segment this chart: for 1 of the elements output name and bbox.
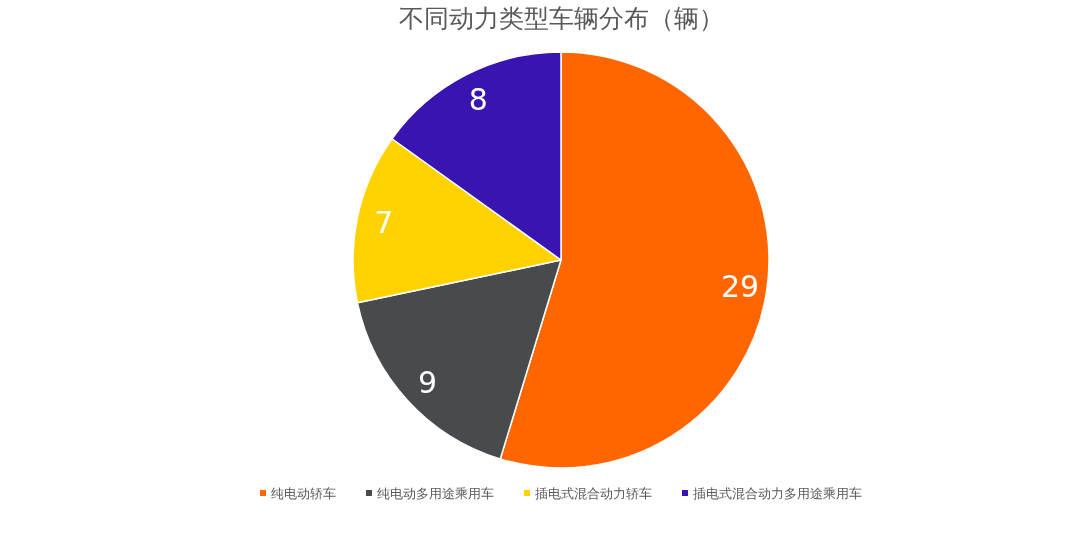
title: 不同动力类型车辆分布（辆） [398, 4, 724, 33]
